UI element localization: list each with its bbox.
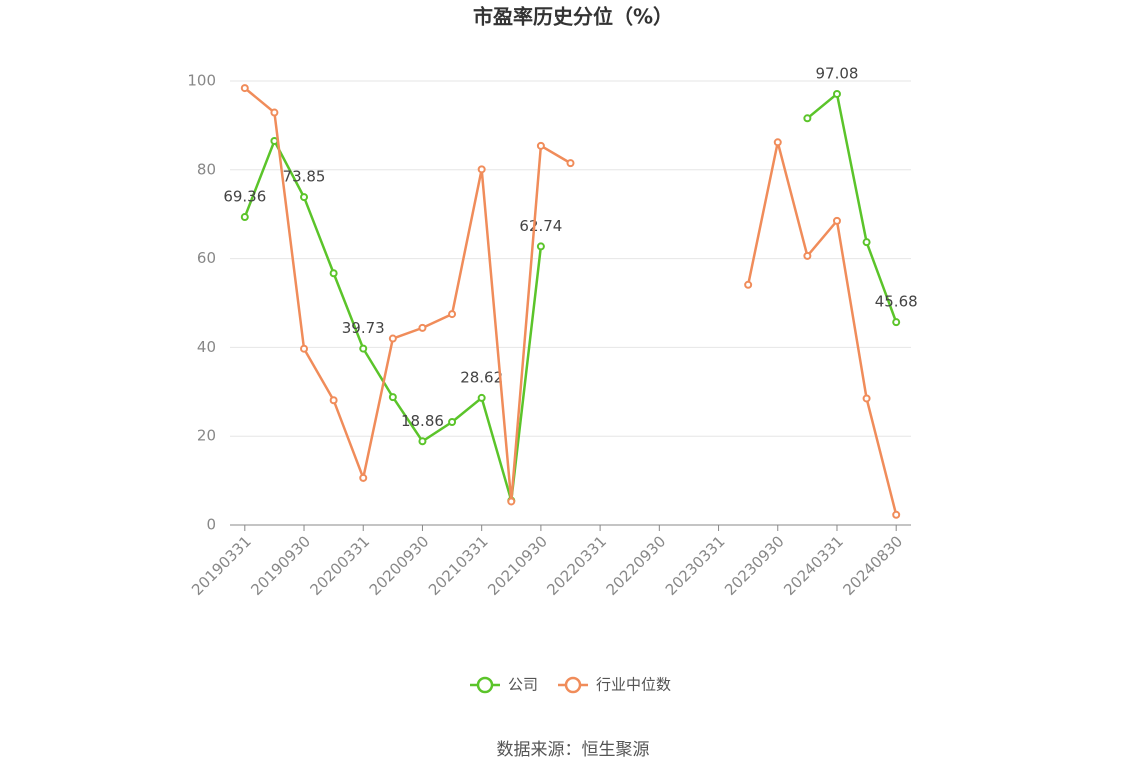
point: [536, 242, 545, 251]
x-tick-label: 20230331: [662, 532, 729, 599]
x-tick-label: 20220331: [543, 532, 610, 599]
x-tick-label: 20230930: [721, 532, 788, 599]
y-tick-label: 40: [197, 338, 216, 356]
x-tick-label: 20220930: [603, 532, 670, 599]
data-label: 69.36: [223, 188, 266, 206]
point: [477, 393, 486, 402]
point: [773, 138, 782, 147]
point: [744, 280, 753, 289]
data-label: 28.62: [460, 368, 503, 386]
point: [803, 114, 812, 123]
point: [892, 510, 901, 519]
point: [329, 269, 338, 278]
y-tick-label: 20: [197, 427, 216, 445]
legend-label: 公司: [508, 676, 538, 694]
x-tick-label: 20210331: [425, 532, 492, 599]
point: [270, 108, 279, 117]
point: [300, 344, 309, 353]
point: [418, 437, 427, 446]
x-tick-label: 20190331: [188, 532, 255, 599]
point: [566, 159, 575, 168]
y-tick-label: 80: [197, 160, 216, 178]
x-tick-label: 20240830: [839, 532, 906, 599]
point: [388, 393, 397, 402]
x-tick-label: 20210930: [484, 532, 551, 599]
data-label: 97.08: [816, 64, 859, 82]
point: [862, 394, 871, 403]
y-tick-label: 100: [187, 72, 216, 90]
x-tick-label: 20190930: [247, 532, 314, 599]
data-label: 45.68: [875, 293, 918, 311]
point: [329, 396, 338, 405]
point: [536, 141, 545, 150]
x-tick-label: 20200331: [307, 532, 374, 599]
point: [418, 323, 427, 332]
series-line: [806, 91, 898, 323]
point: [832, 89, 841, 98]
point: [477, 165, 486, 174]
data-label: 39.73: [342, 319, 385, 337]
point: [359, 473, 368, 482]
point: [448, 417, 457, 426]
point: [448, 310, 457, 319]
legend-marker: [564, 676, 582, 694]
source: 数据来源：恒生聚源: [497, 740, 650, 760]
point: [300, 193, 309, 202]
point: [832, 216, 841, 225]
point: [240, 84, 249, 93]
x-tick-label: 20240331: [780, 532, 847, 599]
chart-title: 市盈率历史分位（%）: [473, 5, 673, 29]
legend-marker: [476, 676, 494, 694]
point: [862, 238, 871, 247]
series-line: [243, 137, 543, 501]
point: [803, 251, 812, 260]
data-label: 62.74: [519, 217, 562, 235]
legend-label: 行业中位数: [596, 676, 671, 694]
y-tick-label: 0: [206, 516, 216, 534]
data-label: 18.86: [401, 412, 444, 430]
point: [359, 344, 368, 353]
y-tick-label: 60: [197, 249, 216, 267]
point: [507, 497, 516, 506]
series-line: [244, 87, 572, 502]
x-tick-label: 20200930: [366, 532, 433, 599]
series-line: [746, 141, 898, 516]
point: [388, 334, 397, 343]
data-label: 73.85: [283, 168, 326, 186]
point: [892, 318, 901, 327]
point: [240, 213, 249, 222]
